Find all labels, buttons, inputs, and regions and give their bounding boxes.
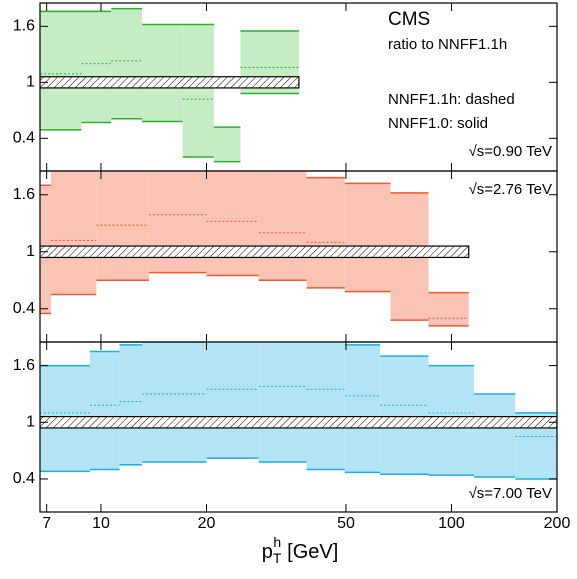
band [306, 342, 345, 470]
x-tick-label: 200 [544, 515, 571, 532]
annotation: √s=2.76 TeV [469, 181, 552, 198]
band [89, 351, 120, 470]
panel-frame [39, 341, 558, 513]
x-axis-label: pTh [GeV] [262, 534, 339, 566]
x-tick-label: 100 [438, 515, 465, 532]
band [96, 171, 149, 281]
annotation: √s=7.00 TeV [469, 485, 552, 502]
plot-area [40, 342, 557, 480]
y-tick-label: 0.4 [13, 470, 35, 487]
annotation: NNFF1.0: solid [388, 115, 488, 132]
band [81, 11, 112, 123]
y-tick-label: 0.4 [13, 130, 35, 147]
band [258, 342, 307, 462]
x-label-sup: h [273, 534, 281, 550]
band [474, 393, 516, 478]
x-label-base: p [262, 541, 273, 563]
annotation: NNFF1.1h: dashed [388, 91, 515, 108]
annotation: √s=0.90 TeV [469, 143, 552, 160]
annotation: CMS [388, 9, 430, 30]
x-tick-label: 20 [198, 515, 216, 532]
band [40, 11, 82, 130]
reference-band [40, 245, 470, 259]
x-tick-label: 50 [337, 515, 355, 532]
band [111, 8, 143, 119]
band [306, 177, 345, 288]
x-label-unit: [GeV] [287, 541, 338, 563]
reference-band [40, 76, 300, 89]
reference-band [40, 416, 557, 429]
band [258, 171, 307, 281]
y-tick-label: 1.6 [13, 357, 35, 374]
x-label-sub: T [273, 550, 282, 566]
annotation: ratio to NNFF1.1h [388, 36, 507, 53]
band [344, 344, 381, 473]
plot-area [40, 7, 300, 163]
band [50, 171, 97, 295]
x-tick-label: 10 [92, 515, 110, 532]
band [142, 24, 183, 122]
band [380, 356, 429, 475]
band [206, 171, 259, 276]
y-tick-label: 1 [26, 243, 35, 260]
y-tick-label: 1.6 [13, 186, 35, 203]
plot-area [40, 171, 470, 327]
band [344, 183, 391, 292]
y-tick-label: 1 [26, 74, 35, 91]
band [119, 344, 143, 465]
band [142, 342, 207, 462]
band [213, 127, 241, 162]
y-tick-label: 0.4 [13, 300, 35, 317]
band [182, 24, 214, 157]
y-tick-label: 1 [26, 413, 35, 430]
x-tick-label: 7 [42, 515, 51, 532]
band [428, 292, 469, 326]
y-tick-label: 1.6 [13, 18, 35, 35]
band [206, 342, 259, 459]
